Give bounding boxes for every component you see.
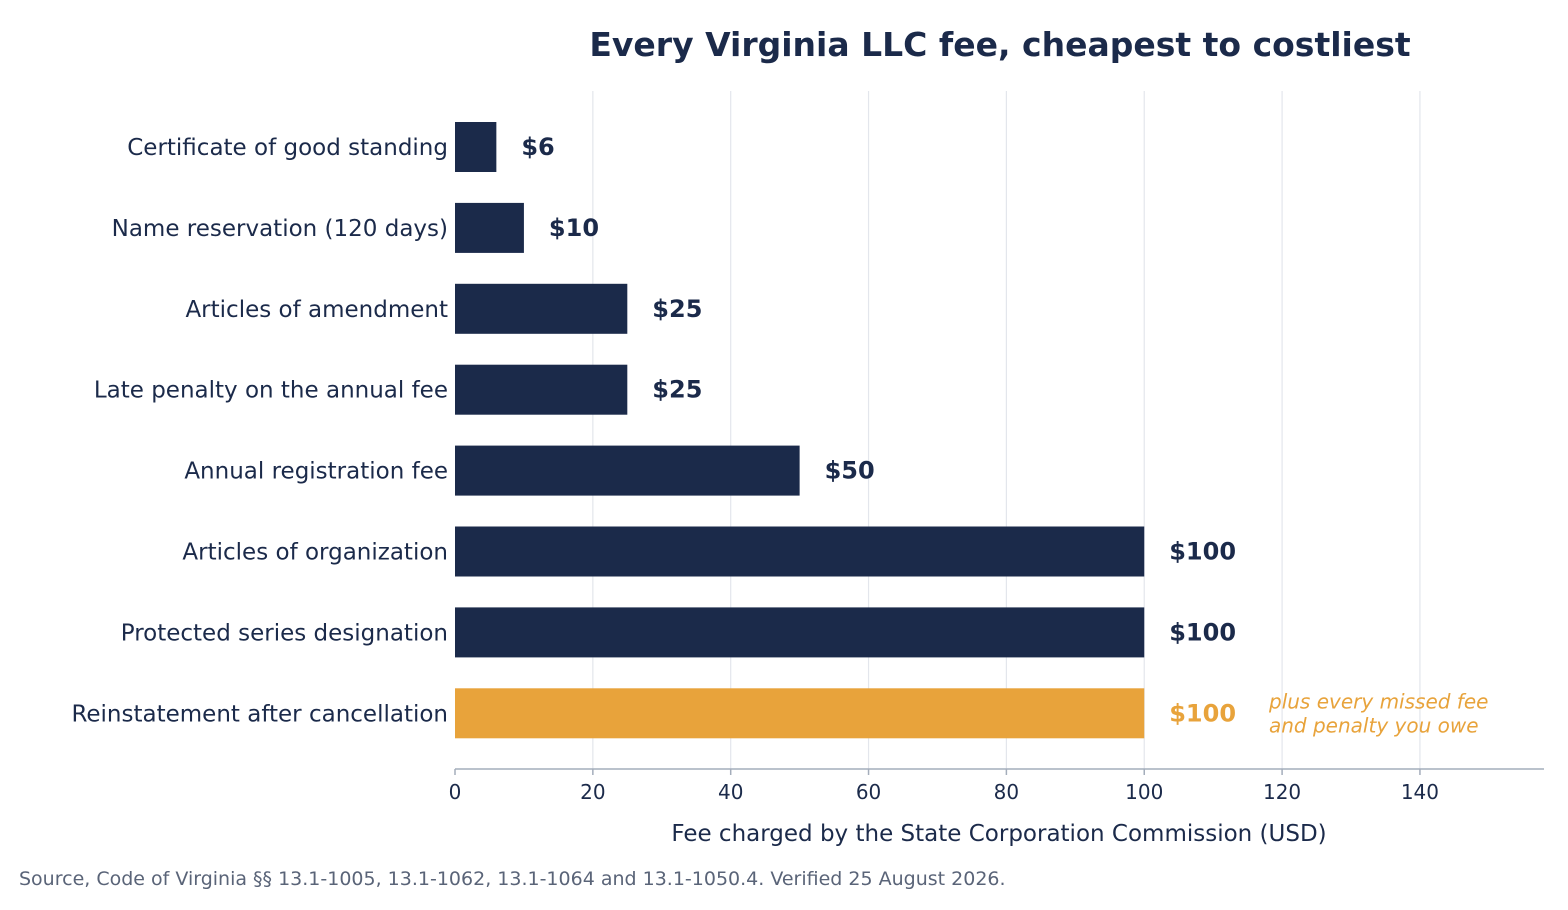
- category-label: Articles of amendment: [185, 297, 448, 323]
- category-label: Name reservation (120 days): [112, 216, 448, 242]
- bar: [455, 526, 1145, 577]
- value-label: $6: [521, 133, 554, 161]
- category-label: Reinstatement after cancellation: [71, 701, 448, 727]
- category-labels: Certificate of good standing Name reserva…: [71, 135, 448, 727]
- value-label: $10: [549, 214, 599, 242]
- value-label: $100: [1169, 538, 1236, 566]
- x-tick-label: 20: [580, 780, 605, 804]
- category-label: Articles of organization: [182, 540, 448, 566]
- x-tick-labels: 0 20 40 60 80 100 120 140: [449, 769, 1439, 804]
- annotation-line: and penalty you owe: [1269, 713, 1479, 737]
- bar: [455, 122, 497, 172]
- x-axis-label: Fee charged by the State Corporation Com…: [671, 821, 1326, 847]
- x-tick-label: 120: [1263, 780, 1301, 804]
- x-tick-label: 100: [1125, 780, 1163, 804]
- bar: [455, 283, 628, 334]
- chart-title: Every Virginia LLC fee, cheapest to cost…: [589, 25, 1411, 64]
- x-tick-label: 80: [994, 780, 1019, 804]
- category-label: Certificate of good standing: [127, 135, 448, 161]
- bar: [455, 445, 800, 496]
- value-label: $50: [825, 457, 875, 485]
- value-label: $25: [652, 295, 702, 323]
- x-tick-label: 140: [1401, 780, 1439, 804]
- category-label: Annual registration fee: [184, 459, 448, 485]
- bar: [455, 202, 524, 253]
- gridlines: [592, 91, 1421, 769]
- bar: [455, 607, 1145, 658]
- bar: [455, 688, 1145, 739]
- x-tick-label: 40: [718, 780, 743, 804]
- bars: [455, 122, 1145, 739]
- bar: [455, 364, 628, 415]
- category-label: Late penalty on the annual fee: [94, 378, 448, 404]
- value-label: $100: [1169, 699, 1236, 727]
- x-tick-label: 0: [449, 780, 462, 804]
- source-note: Source, Code of Virginia §§ 13.1-1005, 1…: [19, 868, 1006, 890]
- category-label: Protected series designation: [121, 620, 448, 646]
- annotation-line: plus every missed fee: [1268, 689, 1488, 713]
- x-tick-label: 60: [856, 780, 881, 804]
- value-label: $100: [1169, 618, 1236, 646]
- value-label: $25: [652, 376, 702, 404]
- value-labels: $6 $10 $25 $25 $50 $100 $100 $100 plus every mis…: [521, 133, 1488, 737]
